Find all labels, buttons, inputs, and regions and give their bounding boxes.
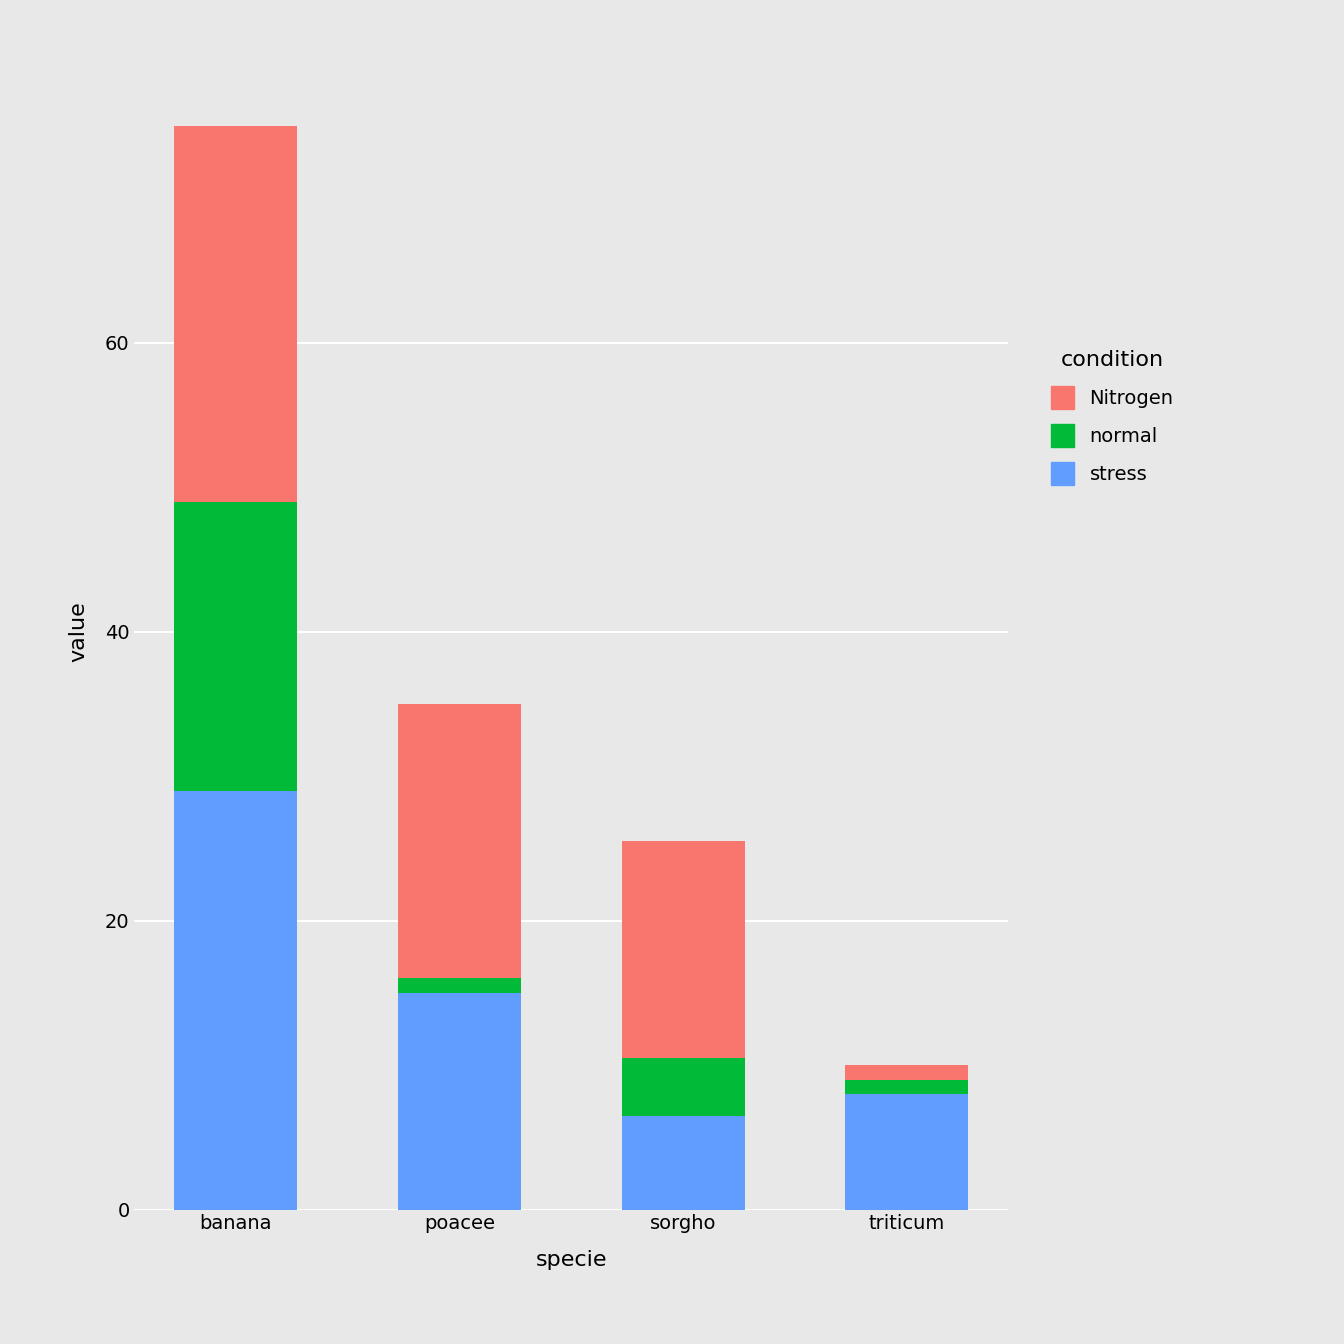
Bar bbox=[621, 1058, 745, 1116]
Bar bbox=[398, 978, 521, 993]
Bar bbox=[621, 841, 745, 1058]
Bar bbox=[398, 704, 521, 978]
Bar bbox=[845, 1064, 968, 1079]
X-axis label: specie: specie bbox=[535, 1250, 607, 1270]
Bar bbox=[175, 790, 297, 1210]
Legend: Nitrogen, normal, stress: Nitrogen, normal, stress bbox=[1043, 343, 1181, 492]
Bar bbox=[621, 1116, 745, 1210]
Bar bbox=[845, 1079, 968, 1094]
Bar bbox=[845, 1094, 968, 1210]
Bar bbox=[175, 501, 297, 790]
Bar bbox=[175, 126, 297, 501]
Bar bbox=[398, 993, 521, 1210]
Y-axis label: value: value bbox=[69, 601, 89, 663]
